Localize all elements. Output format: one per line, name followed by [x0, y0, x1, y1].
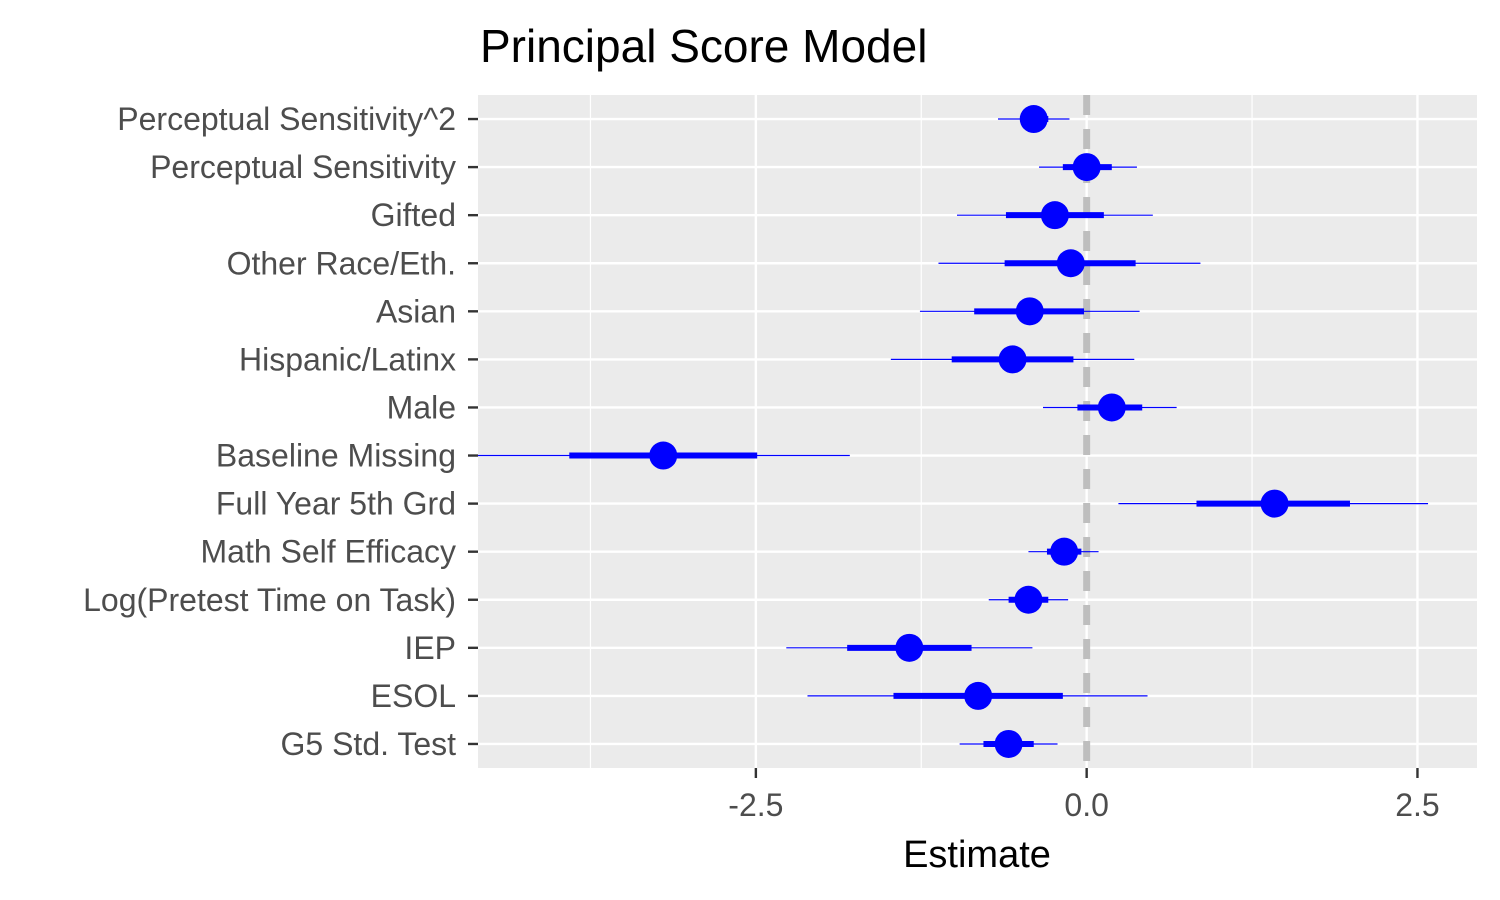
estimate-point	[1072, 153, 1101, 182]
y-tick-label: Other Race/Eth.	[227, 245, 456, 281]
estimate-point	[1056, 249, 1085, 278]
y-tick-label: Perceptual Sensitivity	[150, 149, 456, 185]
x-axis-title: Estimate	[903, 834, 1051, 876]
y-tick-label: IEP	[404, 630, 456, 666]
y-tick-label: Male	[387, 389, 456, 425]
estimate-point	[994, 729, 1023, 758]
estimate-point	[1260, 489, 1289, 518]
y-tick-label: G5 Std. Test	[281, 726, 457, 762]
y-tick-label: Asian	[376, 293, 456, 329]
x-tick-label: 0.0	[1064, 787, 1108, 823]
y-tick-label: ESOL	[371, 678, 456, 714]
y-tick-label: Gifted	[371, 197, 456, 233]
estimate-point	[998, 345, 1027, 374]
estimate-point	[964, 681, 993, 710]
panel-background	[478, 95, 1477, 768]
data-marks	[475, 105, 1429, 758]
y-tick-label: Math Self Efficacy	[200, 534, 456, 570]
estimate-point	[1019, 105, 1048, 134]
estimate-point	[1040, 201, 1069, 230]
estimate-point	[1014, 585, 1043, 614]
x-tick-label: -2.5	[728, 787, 783, 823]
chart-title: Principal Score Model	[480, 20, 927, 72]
y-tick-label: Log(Pretest Time on Task)	[83, 582, 456, 618]
y-tick-label: Full Year 5th Grd	[216, 486, 456, 522]
y-axis: Perceptual Sensitivity^2 Perceptual Sensi…	[83, 101, 478, 762]
y-tick-label: Hispanic/Latinx	[239, 341, 456, 377]
estimate-point	[1050, 537, 1079, 566]
x-tick-label: 2.5	[1395, 787, 1439, 823]
estimate-point	[649, 441, 678, 470]
estimate-point	[1015, 297, 1044, 326]
estimate-point	[895, 633, 924, 662]
estimate-point	[1097, 393, 1126, 422]
x-axis: -2.5 0.0 2.5	[728, 768, 1440, 823]
y-tick-label: Baseline Missing	[216, 438, 456, 474]
y-tick-label: Perceptual Sensitivity^2	[117, 101, 456, 137]
